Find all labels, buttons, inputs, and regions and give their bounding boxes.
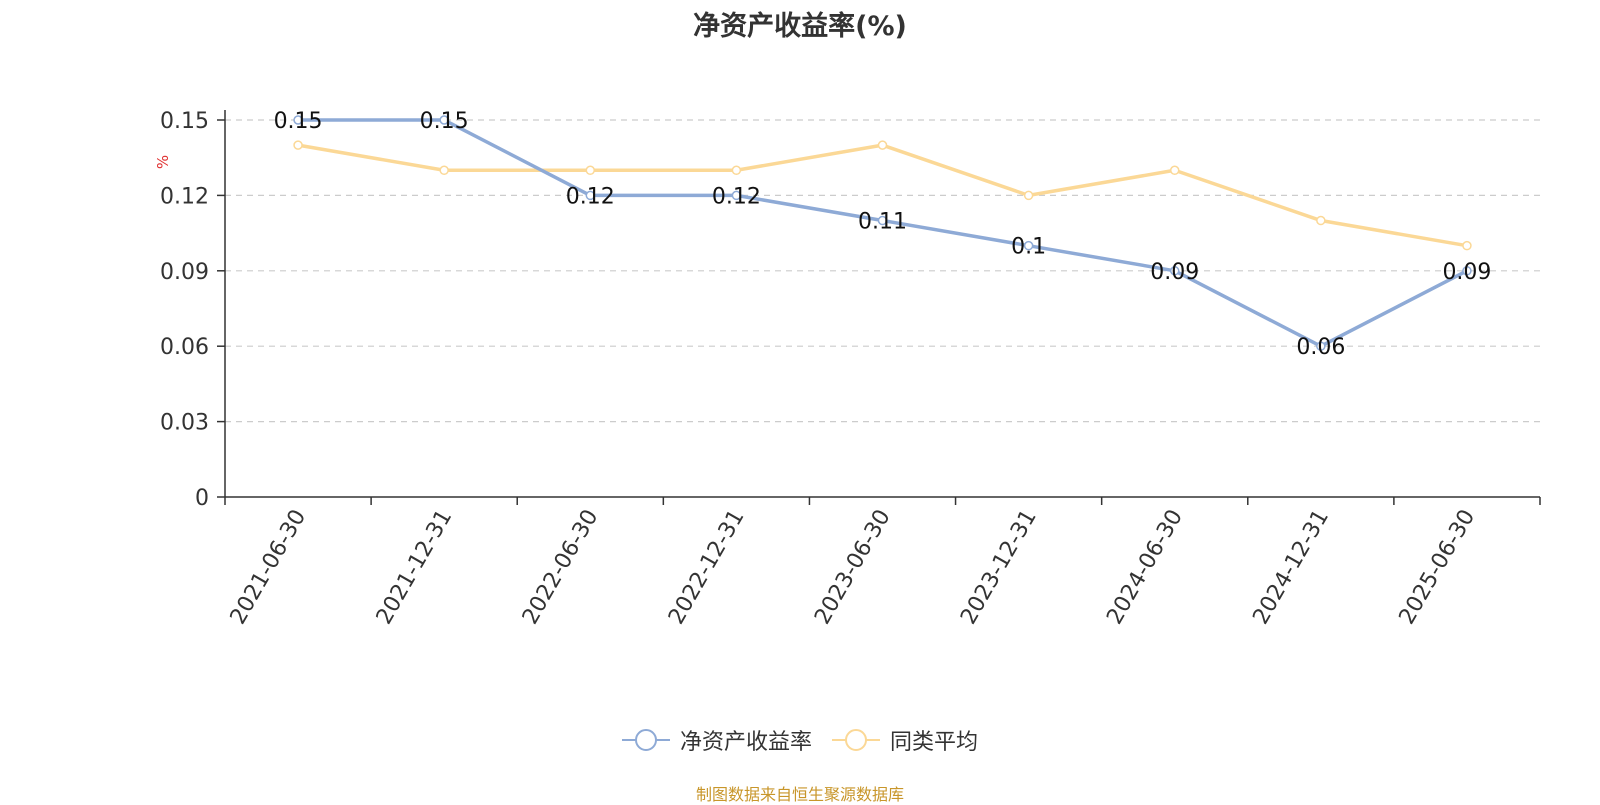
data-label: 0.12: [566, 184, 615, 209]
axes: 0 0.03 0.06 0.09 0.12 0.15% 2021-06-30 2021-12-…: [154, 109, 1541, 629]
legend: 净资产收益率 同类平均: [0, 724, 1600, 756]
x-tick-label: 2024-12-31: [1248, 506, 1334, 629]
data-label: 0.11: [858, 210, 907, 235]
data-point: [1023, 190, 1034, 201]
data-point: [1169, 165, 1180, 176]
data-label: 0.15: [420, 109, 469, 134]
y-tick-label: 0.03: [160, 411, 209, 436]
data-point: [1462, 266, 1472, 276]
source-note: 制图数据来自恒生聚源数据库: [695, 785, 904, 804]
data-point: [1316, 341, 1326, 351]
y-tick-label: 0: [195, 486, 209, 511]
data-point: [585, 190, 596, 201]
y-tick-label: 0.06: [160, 335, 209, 360]
data-point: [1169, 266, 1180, 276]
x-tick-label: 2022-12-31: [664, 506, 750, 629]
data-point: [1023, 240, 1034, 251]
data-point: [293, 115, 303, 125]
data-label: 0.1: [1011, 235, 1046, 260]
legend-item-peer-average[interactable]: 同类平均: [832, 724, 978, 756]
data-label: 0.09: [1442, 260, 1491, 285]
data-point: [877, 215, 888, 226]
x-tick-label: 2021-12-31: [372, 506, 458, 629]
series: [293, 115, 1472, 351]
legend-label-roe: 净资产收益率: [679, 730, 812, 755]
data-point: [585, 165, 596, 176]
data-point: [731, 165, 742, 176]
y-axis-label: %: [154, 155, 172, 169]
x-tick-label: 2022-06-30: [518, 506, 604, 629]
data-label: 0.15: [274, 109, 323, 134]
x-tick-label: 2024-06-30: [1102, 506, 1188, 629]
x-tick-label: 2023-06-30: [810, 506, 896, 629]
x-tick-label: 2025-06-30: [1395, 506, 1481, 629]
data-label: 0.06: [1296, 335, 1345, 360]
y-tick-label: 0.15: [160, 109, 209, 134]
data-point: [731, 190, 742, 201]
x-tick-label: 2023-12-31: [956, 506, 1042, 629]
data-label: 0.09: [1150, 260, 1199, 285]
data-point: [293, 140, 303, 150]
data-point: [877, 140, 888, 150]
legend-marker-peer-average: [832, 729, 880, 751]
data-point: [1462, 240, 1472, 251]
legend-item-roe[interactable]: 净资产收益率: [621, 724, 812, 756]
chart-title: 净资产收益率(%): [693, 11, 907, 42]
legend-label-peer-average: 同类平均: [890, 730, 979, 755]
data-label: 0.12: [712, 184, 761, 209]
x-tick-label: 2021-06-30: [226, 506, 312, 629]
data-point: [439, 165, 449, 176]
legend-marker-roe: [621, 729, 670, 751]
y-tick-label: 0.09: [160, 260, 209, 285]
data-labels: 0.15 0.15 0.12 0.12 0.11 0.1 0.09 0.06 0.09: [274, 109, 1492, 360]
data-point: [439, 115, 449, 125]
y-tick-label: 0.12: [160, 184, 209, 209]
data-point: [1316, 215, 1326, 226]
